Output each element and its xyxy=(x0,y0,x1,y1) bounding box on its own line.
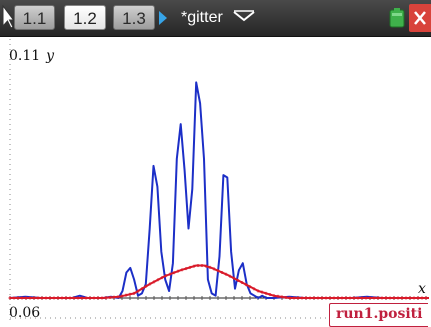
tab-page-1-3[interactable]: 1.3 xyxy=(113,5,155,30)
x-min-label: 0.06 xyxy=(9,305,41,321)
tab-scroll-arrow-icon[interactable] xyxy=(159,11,167,25)
y-max-label: 0.11 y xyxy=(9,48,54,64)
graph-area[interactable]: 0.11 y 0.06 x run1.positi xyxy=(0,37,431,327)
document-menu-chevron-icon[interactable] xyxy=(232,9,256,23)
x-axis-variable: x xyxy=(418,281,426,297)
series-1-line xyxy=(9,81,429,299)
function-plot[interactable] xyxy=(0,37,431,324)
battery-icon xyxy=(389,8,405,28)
close-icon xyxy=(414,11,426,25)
close-button[interactable] xyxy=(409,4,431,32)
document-title[interactable]: *gitter xyxy=(181,9,223,26)
y-max-value: 0.11 xyxy=(9,48,41,64)
tab-page-1-1[interactable]: 1.1 xyxy=(14,5,55,30)
document-toolbar: 1.1 1.2 1.3 *gitter xyxy=(0,0,431,37)
function-label[interactable]: run1.positi xyxy=(329,303,429,327)
y-axis-variable: y xyxy=(46,48,55,64)
tab-page-1-2[interactable]: 1.2 xyxy=(64,5,106,30)
cursor-arrow-icon xyxy=(2,4,14,29)
